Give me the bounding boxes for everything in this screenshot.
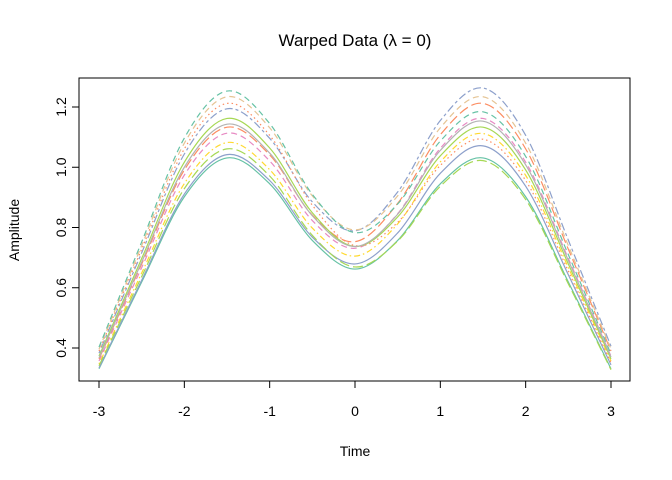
- series-line-8: [98, 102, 612, 364]
- series-line-3: [98, 132, 612, 365]
- y-axis-label: Amplitude: [6, 199, 22, 261]
- y-tick-label: 1.2: [53, 97, 69, 117]
- series-line-9: [98, 96, 612, 350]
- x-tick-label: 2: [522, 403, 530, 419]
- series-line-6: [98, 117, 612, 360]
- y-tick-label: 0.4: [53, 338, 69, 358]
- series-line-2: [98, 145, 612, 369]
- y-tick-label: 0.8: [53, 218, 69, 238]
- x-tick-label: 3: [607, 403, 615, 419]
- series-line-10: [98, 90, 612, 355]
- series-line-12: [98, 120, 612, 359]
- series-line-1: [98, 157, 612, 370]
- x-tick-label: -2: [178, 403, 191, 419]
- y-tick-label: 0.6: [53, 278, 69, 298]
- x-tick-label: -3: [93, 403, 106, 419]
- series-line-5: [98, 102, 612, 360]
- series-line-4: [98, 117, 612, 362]
- x-tick-label: 0: [351, 403, 359, 419]
- y-axis: 0.4 0.6 0.8 1.0 1.2: [53, 97, 80, 358]
- x-axis: -3 -2 -1 0 1 2 3: [93, 380, 615, 419]
- chart-title: Warped Data (λ = 0): [279, 31, 432, 50]
- x-tick-label: -1: [263, 403, 276, 419]
- x-tick-label: 1: [436, 403, 444, 419]
- y-tick-label: 1.0: [53, 157, 69, 177]
- series-line-7: [98, 87, 612, 354]
- curves: [98, 87, 612, 370]
- x-axis-label: Time: [340, 443, 371, 459]
- series-line-11: [98, 148, 612, 370]
